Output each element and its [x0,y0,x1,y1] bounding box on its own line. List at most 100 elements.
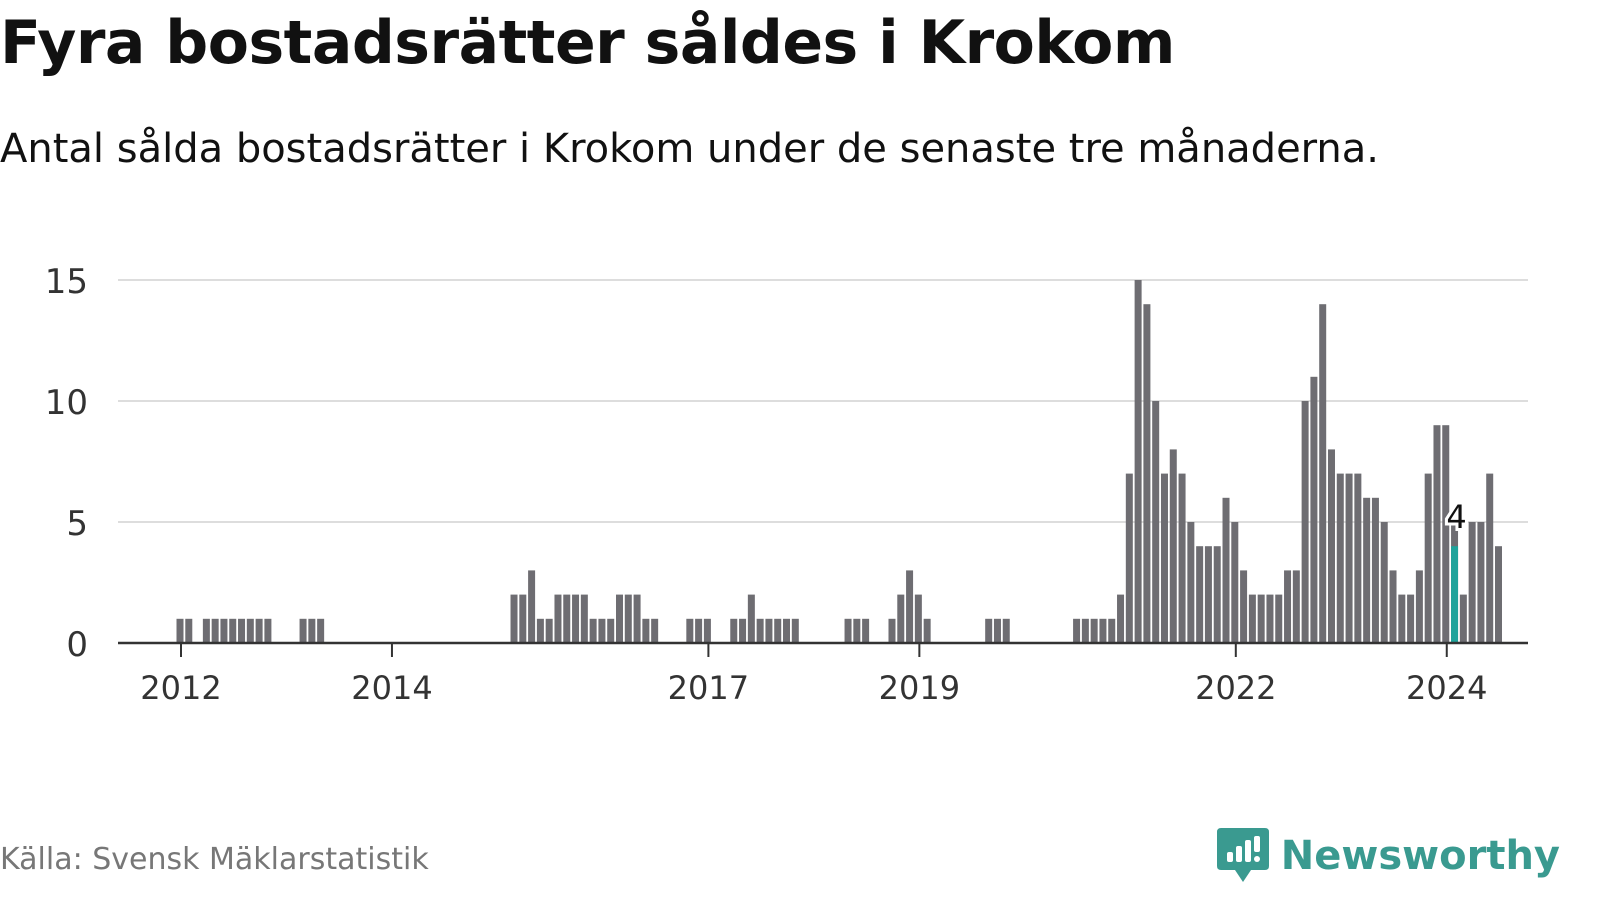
bar [914,594,922,643]
bar [607,618,615,643]
bar [299,618,307,643]
bar [1169,449,1177,643]
newsworthy-logo: Newsworthy [1215,826,1560,886]
bar [1108,618,1116,643]
bar [1371,497,1379,643]
bar [1284,570,1292,643]
bar [897,594,905,643]
bar-highlight [1451,546,1459,643]
newsworthy-logo-icon [1216,828,1269,882]
bar [1468,522,1476,643]
bar [1292,570,1300,643]
bar [1354,473,1362,643]
bar [765,618,773,643]
bar [616,594,623,643]
bar [756,618,764,643]
bar [747,594,755,643]
bar [651,618,659,643]
bar-chart: 0 5 10 15 2012 2014 2017 2019 2022 2024 4 [45,262,1528,707]
bar [1152,401,1160,643]
bar [888,618,896,643]
bar [536,618,544,643]
bar [1310,376,1318,643]
bar [1002,618,1010,643]
bar [1204,546,1212,643]
bar [1090,618,1098,643]
bar [1495,546,1502,643]
bar [853,618,861,643]
bar [1433,425,1441,643]
bar [1073,618,1081,643]
bar [703,618,711,643]
bar [985,618,993,643]
bar [185,618,193,643]
bar [1389,570,1397,643]
bar [739,618,747,643]
bar [1266,594,1274,643]
bar [783,618,791,643]
bar [633,594,641,643]
brand-name: Newsworthy [1280,833,1560,879]
bar [1380,522,1388,643]
bar [589,618,597,643]
bar [1134,280,1142,643]
x-tick-label-2012: 2012 [140,669,221,707]
bar [1424,473,1432,643]
data-label-latest: 4 [1446,498,1466,536]
chart-subtitle: Antal sålda bostadsrätter i Krokom under… [0,126,1380,172]
y-axis: 0 5 10 15 [45,262,88,665]
bar [1301,401,1309,643]
bar [1345,473,1353,643]
bar [211,618,219,643]
bar [1275,594,1283,643]
bar [906,570,914,643]
bar [1231,522,1239,643]
bar [1125,473,1133,643]
bar [1442,425,1450,643]
bar [1459,594,1467,643]
bar [1477,522,1485,643]
bar [1248,594,1256,643]
bar [1143,304,1151,643]
bar [1319,304,1327,643]
x-tick-label-2024: 2024 [1406,669,1487,707]
x-axis: 2012 2014 2017 2019 2022 2024 [118,641,1528,707]
bar [1240,570,1248,643]
bar [572,594,580,643]
y-tick-label-0: 0 [66,625,88,665]
bar [1363,497,1371,643]
bar [1196,546,1204,643]
bar [1407,594,1415,643]
bar [308,618,316,643]
bar [246,618,254,643]
bar [580,594,588,643]
bar [554,594,562,643]
bar [238,618,246,643]
annotations: 4 [1443,495,1469,539]
bar [528,570,536,643]
y-tick-label-15: 15 [45,262,88,302]
bar [1415,570,1423,643]
bar [624,594,632,643]
bar [317,618,325,643]
bar [264,618,272,643]
bar [1213,546,1221,643]
bar [862,618,870,643]
bar [1257,594,1265,643]
y-tick-label-10: 10 [45,383,88,423]
x-tick-label-2014: 2014 [351,669,432,707]
bar [791,618,799,643]
bar [1099,618,1107,643]
chart-title: Fyra bostadsrätter såldes i Krokom [0,8,1175,78]
x-tick-label-2019: 2019 [879,669,960,707]
bar [1336,473,1344,643]
bar [510,594,518,643]
bar [1117,594,1125,643]
gridlines [118,279,1528,523]
bar [1327,449,1335,643]
bar [255,618,263,643]
bar [1398,594,1406,643]
bar [1222,497,1230,643]
bar [1486,473,1494,643]
bar [176,618,184,643]
